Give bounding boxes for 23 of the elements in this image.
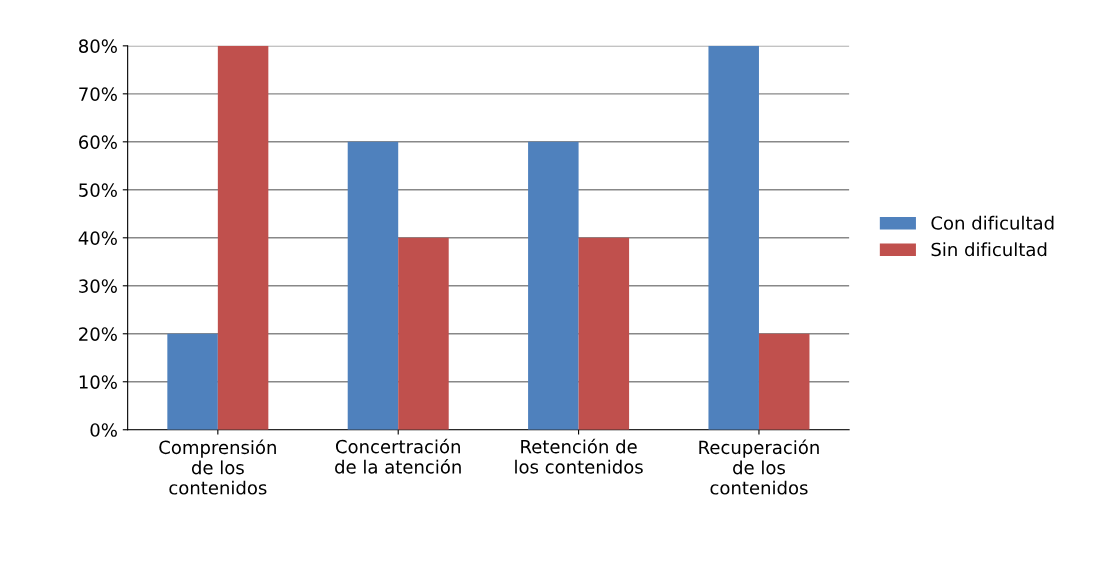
y-tick-label: 60% (79, 135, 117, 149)
y-tick-label: 10% (79, 375, 117, 389)
y-tick-label: 20% (79, 327, 117, 341)
bar (398, 237, 449, 430)
x-tick-label: Comprensión de los contenidos (159, 439, 276, 495)
legend-label: Con dificultad (931, 215, 1054, 230)
bar (708, 45, 759, 430)
bar (347, 141, 399, 430)
bar (578, 237, 630, 430)
y-tick-label: 40% (78, 231, 117, 245)
y-tick-label: 50% (79, 183, 117, 197)
y-tick-label: 80% (79, 39, 117, 53)
bar (758, 333, 810, 430)
bar (167, 333, 218, 430)
legend-label: Sin dificultad (931, 242, 1047, 257)
x-tick-label: Retención de los contenidos (515, 438, 643, 474)
y-tick-label: 0% (90, 423, 117, 437)
bar (528, 141, 579, 430)
y-tick-label: 70% (79, 87, 117, 101)
bar (217, 45, 269, 430)
x-tick-label: Concertración de la atención (335, 438, 461, 474)
y-tick-label: 30% (79, 279, 117, 293)
x-tick-label: Recuperación de los contenidos (699, 439, 819, 495)
